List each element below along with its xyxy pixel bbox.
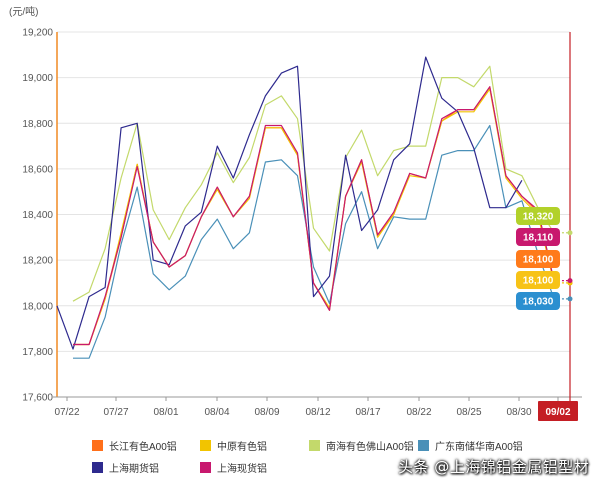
legend: 长江有色A00铝 中原有色铝 南海有色佛山A00铝 广东南储华南A00铝 上海期… bbox=[0, 430, 600, 486]
series-line bbox=[73, 124, 555, 359]
value-badges: 18,320 18,110 18,100 18,100 18,030 bbox=[516, 207, 560, 310]
legend-swatch bbox=[418, 440, 429, 451]
legend-swatch bbox=[309, 440, 320, 451]
y-tick-label: 18,400 bbox=[22, 210, 53, 221]
value-badge bbox=[516, 207, 560, 225]
legend-label: 上海期货铝 bbox=[109, 464, 159, 475]
value-badge-label: 18,100 bbox=[523, 276, 554, 287]
series-line bbox=[72, 65, 555, 302]
legend-label: 中原有色铝 bbox=[217, 442, 267, 453]
y-tick-label: 19,000 bbox=[22, 73, 53, 84]
y-tick-label: 18,000 bbox=[22, 301, 53, 312]
x-tick-label: 07/27 bbox=[103, 407, 128, 418]
legend-label: 长江有色A00铝 bbox=[109, 442, 177, 453]
axes: 17,600 17,800 18,000 18,200 18,400 18,600 18,8… bbox=[9, 5, 582, 421]
legend-swatch bbox=[92, 440, 103, 451]
legend-item[interactable]: 南海有色佛山A00铝 bbox=[309, 438, 414, 453]
x-tick-label: 08/12 bbox=[305, 407, 330, 418]
value-badge bbox=[516, 250, 560, 268]
y-tick-label: 18,200 bbox=[22, 256, 53, 267]
value-badge-label: 18,030 bbox=[523, 297, 554, 308]
legend-swatch bbox=[92, 462, 103, 473]
x-tick-label: 08/17 bbox=[355, 407, 380, 418]
legend-item[interactable]: 上海期货铝 bbox=[92, 460, 159, 475]
x-tick-label: 08/22 bbox=[406, 407, 431, 418]
value-badge bbox=[516, 271, 560, 289]
legend-label: 上海现货铝 bbox=[217, 464, 267, 475]
series-lines bbox=[56, 56, 573, 359]
legend-label: 南海有色佛山A00铝 bbox=[326, 442, 414, 453]
x-tick-label: 08/09 bbox=[254, 407, 279, 418]
x-tick-label: 08/04 bbox=[204, 407, 229, 418]
legend-item[interactable]: 上海现货铝 bbox=[200, 460, 267, 475]
value-badge-label: 18,110 bbox=[523, 233, 553, 244]
y-tick-label: 18,600 bbox=[22, 164, 53, 175]
legend-swatch bbox=[200, 440, 211, 451]
value-badge-label: 18,320 bbox=[523, 212, 554, 223]
value-badge-label: 18,100 bbox=[523, 255, 554, 266]
value-badge bbox=[516, 228, 560, 246]
y-unit-label: (元/吨) bbox=[9, 5, 38, 18]
x-tick-label: 07/22 bbox=[54, 407, 79, 418]
legend-item[interactable]: 中原有色铝 bbox=[200, 438, 267, 453]
legend-item[interactable]: 长江有色A00铝 bbox=[92, 438, 177, 453]
y-tick-label: 19,200 bbox=[22, 28, 53, 39]
x-tick-label: 08/01 bbox=[153, 407, 178, 418]
y-tick-label: 18,800 bbox=[22, 119, 53, 130]
x-tick-label: 09/02 bbox=[545, 407, 570, 418]
value-badge bbox=[516, 292, 560, 310]
watermark: 头条 @上海锦铝金属铝型材 bbox=[398, 458, 590, 476]
y-tick-label: 17,600 bbox=[22, 393, 53, 404]
x-tick-label: 08/25 bbox=[456, 407, 481, 418]
series-line bbox=[56, 56, 523, 350]
legend-label: 广东南储华南A00铝 bbox=[435, 442, 523, 453]
legend-item[interactable]: 广东南储华南A00铝 bbox=[418, 438, 523, 453]
y-tick-label: 17,800 bbox=[22, 347, 53, 358]
series-line bbox=[73, 86, 555, 346]
legend-swatch bbox=[200, 462, 211, 473]
highlight-date-box bbox=[538, 401, 578, 421]
x-tick-label: 08/30 bbox=[506, 407, 531, 418]
